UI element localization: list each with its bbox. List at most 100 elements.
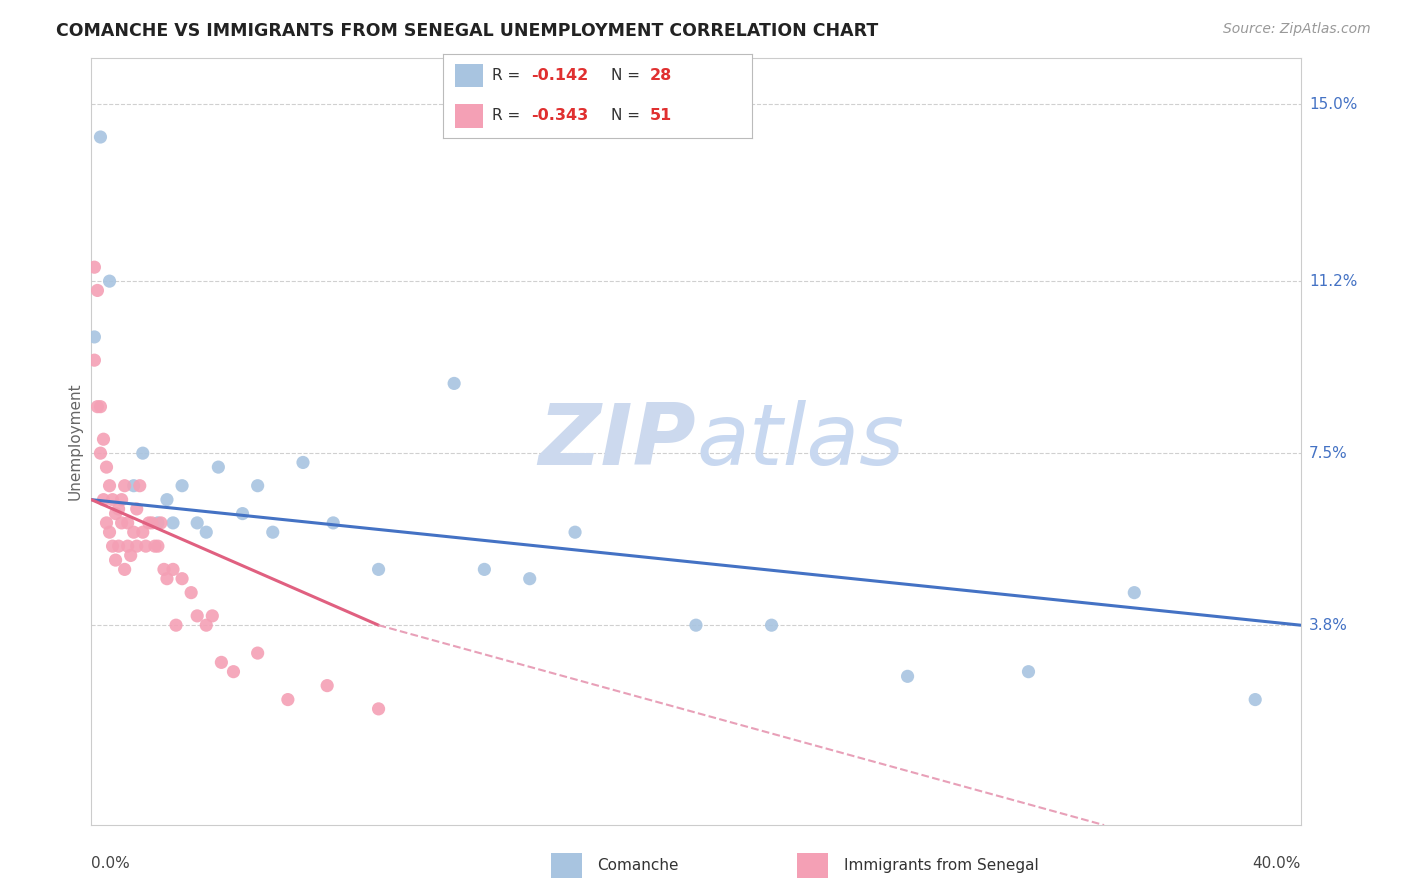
Point: [93, 492, 115, 507]
Text: 51: 51: [650, 108, 672, 123]
Point: [519, 572, 541, 586]
Point: [107, 502, 129, 516]
Point: [96, 460, 118, 475]
Point: [122, 525, 145, 540]
Point: [231, 507, 253, 521]
Point: [83, 353, 105, 368]
Point: [186, 516, 208, 530]
Point: [122, 479, 145, 493]
Point: [125, 539, 148, 553]
Point: [86, 284, 108, 298]
Point: [96, 516, 118, 530]
Text: 3.8%: 3.8%: [1309, 617, 1348, 632]
Point: [897, 669, 920, 683]
Point: [111, 492, 132, 507]
Text: 40.0%: 40.0%: [1253, 855, 1301, 871]
Text: N =: N =: [612, 108, 645, 123]
Point: [761, 618, 783, 632]
Point: [1018, 665, 1040, 679]
Point: [262, 525, 284, 540]
Point: [93, 432, 115, 446]
Text: Immigrants from Senegal: Immigrants from Senegal: [844, 858, 1039, 872]
Text: N =: N =: [612, 68, 645, 83]
Point: [367, 702, 389, 716]
Text: -0.343: -0.343: [531, 108, 588, 123]
Point: [86, 400, 108, 414]
Point: [98, 525, 121, 540]
Point: [132, 446, 155, 460]
Text: 0.0%: 0.0%: [91, 855, 131, 871]
Point: [89, 400, 111, 414]
Point: [98, 274, 121, 288]
Y-axis label: Unemployment: Unemployment: [67, 383, 83, 500]
FancyBboxPatch shape: [456, 104, 484, 128]
Point: [472, 562, 495, 576]
Point: [165, 618, 187, 632]
Point: [111, 516, 132, 530]
Point: [172, 479, 194, 493]
Point: [89, 130, 111, 145]
Point: [101, 539, 124, 553]
Point: [125, 502, 148, 516]
Point: [246, 646, 269, 660]
Point: [180, 585, 202, 599]
Point: [195, 525, 218, 540]
Point: [132, 525, 155, 540]
Point: [153, 562, 176, 576]
Point: [685, 618, 707, 632]
Point: [292, 455, 315, 469]
Point: [1123, 585, 1146, 599]
Point: [138, 516, 160, 530]
Point: [89, 446, 111, 460]
Point: [156, 572, 179, 586]
Point: [135, 539, 157, 553]
Point: [146, 516, 169, 530]
Point: [117, 516, 139, 530]
Text: 15.0%: 15.0%: [1309, 97, 1357, 112]
Point: [195, 618, 218, 632]
Point: [117, 539, 139, 553]
Point: [120, 549, 142, 563]
Point: [1244, 692, 1267, 706]
Text: 28: 28: [650, 68, 672, 83]
Point: [141, 516, 163, 530]
Point: [322, 516, 344, 530]
Text: Comanche: Comanche: [598, 858, 679, 872]
Point: [107, 539, 129, 553]
Text: R =: R =: [492, 68, 526, 83]
FancyBboxPatch shape: [456, 63, 484, 87]
Point: [277, 692, 299, 706]
Point: [367, 562, 389, 576]
Point: [83, 330, 105, 344]
Point: [104, 507, 127, 521]
Point: [101, 492, 124, 507]
Point: [149, 516, 172, 530]
Point: [104, 553, 127, 567]
Point: [246, 479, 269, 493]
Point: [564, 525, 586, 540]
Point: [209, 656, 232, 670]
Point: [128, 479, 150, 493]
Point: [146, 539, 169, 553]
Point: [172, 572, 194, 586]
Point: [83, 260, 105, 275]
Point: [162, 562, 184, 576]
Point: [162, 516, 184, 530]
Point: [207, 460, 229, 475]
Text: COMANCHE VS IMMIGRANTS FROM SENEGAL UNEMPLOYMENT CORRELATION CHART: COMANCHE VS IMMIGRANTS FROM SENEGAL UNEM…: [56, 22, 879, 40]
Point: [316, 679, 339, 693]
Text: ZIP: ZIP: [538, 400, 696, 483]
Point: [98, 479, 121, 493]
Point: [443, 376, 465, 391]
Point: [156, 492, 179, 507]
Text: 7.5%: 7.5%: [1309, 446, 1347, 460]
Point: [114, 562, 136, 576]
Text: atlas: atlas: [696, 400, 904, 483]
Text: -0.142: -0.142: [531, 68, 588, 83]
Point: [186, 608, 208, 623]
Text: 11.2%: 11.2%: [1309, 274, 1357, 289]
Point: [222, 665, 245, 679]
Text: R =: R =: [492, 108, 526, 123]
Point: [201, 608, 224, 623]
Point: [114, 479, 136, 493]
